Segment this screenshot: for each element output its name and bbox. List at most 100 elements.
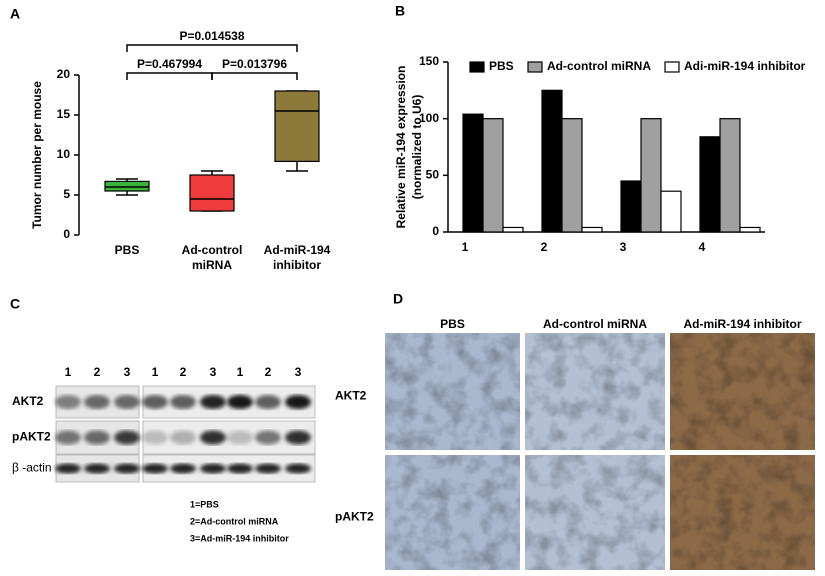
blot-band (170, 395, 196, 409)
x-tick-label: 2 (541, 240, 548, 254)
legend-swatch (527, 61, 543, 73)
blot-key: 2=Ad-control miRNA (190, 516, 279, 526)
lane-label: 1 (152, 365, 159, 379)
blot-band (55, 463, 81, 474)
blot-band (114, 430, 140, 445)
y-axis-label: Tumor number per mouse (30, 81, 44, 229)
significance-bracket (126, 72, 213, 80)
blot-band (200, 463, 226, 474)
blot-row-label: AKT2 (12, 394, 44, 408)
legend-label: PBS (489, 59, 514, 73)
blot-band (142, 463, 168, 474)
blot-band (227, 463, 253, 474)
blot-band (200, 430, 226, 445)
lane-label: 1 (237, 365, 244, 379)
blot-band (255, 430, 281, 445)
lane-label: 3 (295, 365, 302, 379)
p-value: P=0.014538 (179, 29, 244, 43)
y-tick-label: 150 (419, 54, 439, 68)
panel-label: A (10, 6, 20, 22)
x-tick-label: Ad-miR-194 inhibitor (263, 243, 331, 272)
ihc-texture (385, 455, 520, 570)
bar (739, 226, 761, 233)
blot-band (142, 395, 168, 409)
row-label: pAKT2 (335, 510, 374, 524)
box (189, 174, 235, 212)
lane-label: 2 (94, 365, 101, 379)
y-axis-label: Relative miR-194 expression (394, 66, 408, 229)
y-tick-label: 50 (426, 168, 440, 182)
bar (482, 118, 504, 233)
panel-label: C (10, 296, 20, 312)
panel-label: D (393, 291, 403, 307)
legend-swatch (664, 61, 680, 73)
bar (541, 89, 563, 233)
blot-band (142, 430, 168, 445)
blot-band (255, 463, 281, 474)
y-tick-label: 0 (63, 227, 70, 241)
p-value: P=0.467994 (137, 57, 202, 71)
bar (561, 118, 583, 233)
blot-row-label: β -actin (12, 461, 52, 475)
legend-swatch (469, 61, 485, 73)
blot-band (285, 430, 311, 445)
blot-key: 3=Ad-miR-194 inhibitor (190, 533, 289, 543)
significance-bracket (126, 44, 298, 52)
bar (699, 136, 721, 233)
blot-band (55, 395, 81, 409)
x-tick-label: 1 (462, 240, 469, 254)
bar (581, 226, 603, 233)
blot-band (227, 430, 253, 445)
ihc-texture (525, 333, 665, 450)
significance-bracket (211, 72, 298, 80)
y-tick-label: 10 (57, 147, 71, 161)
bar (620, 180, 642, 233)
bar (502, 226, 524, 233)
blot-band (227, 395, 253, 409)
row-label: AKT2 (335, 389, 367, 403)
bar (660, 190, 682, 233)
bar (640, 118, 662, 233)
lane-label: 3 (124, 365, 131, 379)
bar (462, 113, 484, 233)
x-tick-label: Ad-control miRNA (181, 243, 243, 272)
bar (719, 118, 741, 233)
y-axis-label: (normalized to U6) (410, 95, 424, 200)
box (274, 90, 320, 163)
lane-label: 2 (265, 365, 272, 379)
blot-band (84, 395, 110, 409)
y-tick-label: 0 (432, 224, 439, 238)
panel-label: B (395, 3, 405, 19)
column-label: PBS (440, 317, 465, 331)
blot-band (84, 463, 110, 474)
blot-band (114, 395, 140, 409)
y-tick-label: 15 (57, 107, 71, 121)
ihc-texture (385, 333, 520, 450)
y-tick-label: 5 (63, 187, 70, 201)
legend-label: Ad-control miRNA (547, 59, 651, 73)
box (104, 180, 150, 192)
column-label: Ad-control miRNA (543, 317, 647, 331)
blot-band (285, 463, 311, 474)
ihc-texture (525, 455, 665, 570)
blot-band (114, 463, 140, 474)
ihc-texture (670, 455, 815, 570)
blot-band (55, 430, 81, 445)
blot-key: 1=PBS (190, 499, 219, 509)
column-label: Ad-miR-194 inhibitor (683, 317, 801, 331)
lane-label: 1 (65, 365, 72, 379)
x-tick-label: 3 (620, 240, 627, 254)
blot-band (84, 430, 110, 445)
blot-band (170, 463, 196, 474)
lane-label: 2 (180, 365, 187, 379)
blot-band (255, 395, 281, 409)
y-tick-label: 100 (419, 111, 439, 125)
x-tick-label: 4 (699, 240, 706, 254)
blot-band (200, 395, 226, 409)
blot-row-label: pAKT2 (12, 430, 51, 444)
legend-label: Adi-miR-194 inhibitor (684, 59, 806, 73)
lane-label: 3 (210, 365, 217, 379)
ihc-texture (670, 333, 815, 450)
